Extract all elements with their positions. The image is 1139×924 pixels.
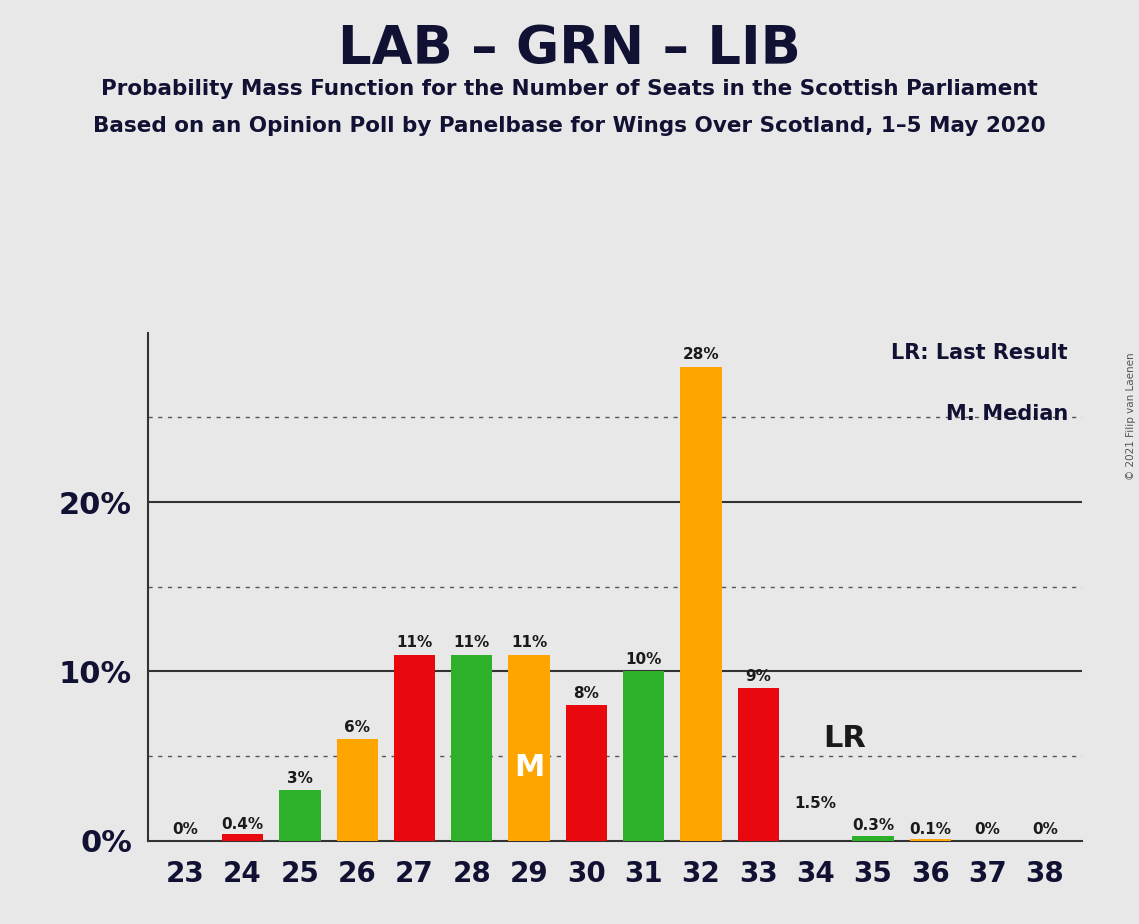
Text: Based on an Opinion Poll by Panelbase for Wings Over Scotland, 1–5 May 2020: Based on an Opinion Poll by Panelbase fo… <box>93 116 1046 136</box>
Text: 0.4%: 0.4% <box>222 817 263 832</box>
Text: 28%: 28% <box>682 347 720 362</box>
Text: 0%: 0% <box>975 822 1000 837</box>
Text: 9%: 9% <box>745 669 771 684</box>
Text: M: M <box>514 752 544 782</box>
Text: 6%: 6% <box>344 720 370 735</box>
Bar <box>852 835 893 841</box>
Bar <box>222 834 263 841</box>
Bar <box>451 654 492 841</box>
Text: M: Median: M: Median <box>945 404 1068 424</box>
Text: 8%: 8% <box>573 687 599 701</box>
Text: 0.3%: 0.3% <box>852 819 894 833</box>
Bar <box>910 839 951 841</box>
Bar <box>394 654 435 841</box>
Text: 11%: 11% <box>453 636 490 650</box>
Bar <box>279 790 320 841</box>
Text: 0%: 0% <box>1032 822 1058 837</box>
Bar <box>508 654 550 841</box>
Text: 0.1%: 0.1% <box>909 821 951 836</box>
Text: 0%: 0% <box>172 822 198 837</box>
Text: Probability Mass Function for the Number of Seats in the Scottish Parliament: Probability Mass Function for the Number… <box>101 79 1038 99</box>
Text: 1.5%: 1.5% <box>795 796 837 811</box>
Text: LAB – GRN – LIB: LAB – GRN – LIB <box>338 23 801 75</box>
Text: LR: LR <box>822 723 866 753</box>
Bar <box>566 705 607 841</box>
Text: 11%: 11% <box>396 636 433 650</box>
Text: 10%: 10% <box>625 652 662 667</box>
Text: 3%: 3% <box>287 771 313 785</box>
Bar <box>623 672 664 841</box>
Bar <box>680 367 722 841</box>
Text: 11%: 11% <box>511 636 547 650</box>
Text: © 2021 Filip van Laenen: © 2021 Filip van Laenen <box>1126 352 1136 480</box>
Text: LR: Last Result: LR: Last Result <box>892 343 1068 363</box>
Bar <box>738 688 779 841</box>
Bar <box>337 739 378 841</box>
